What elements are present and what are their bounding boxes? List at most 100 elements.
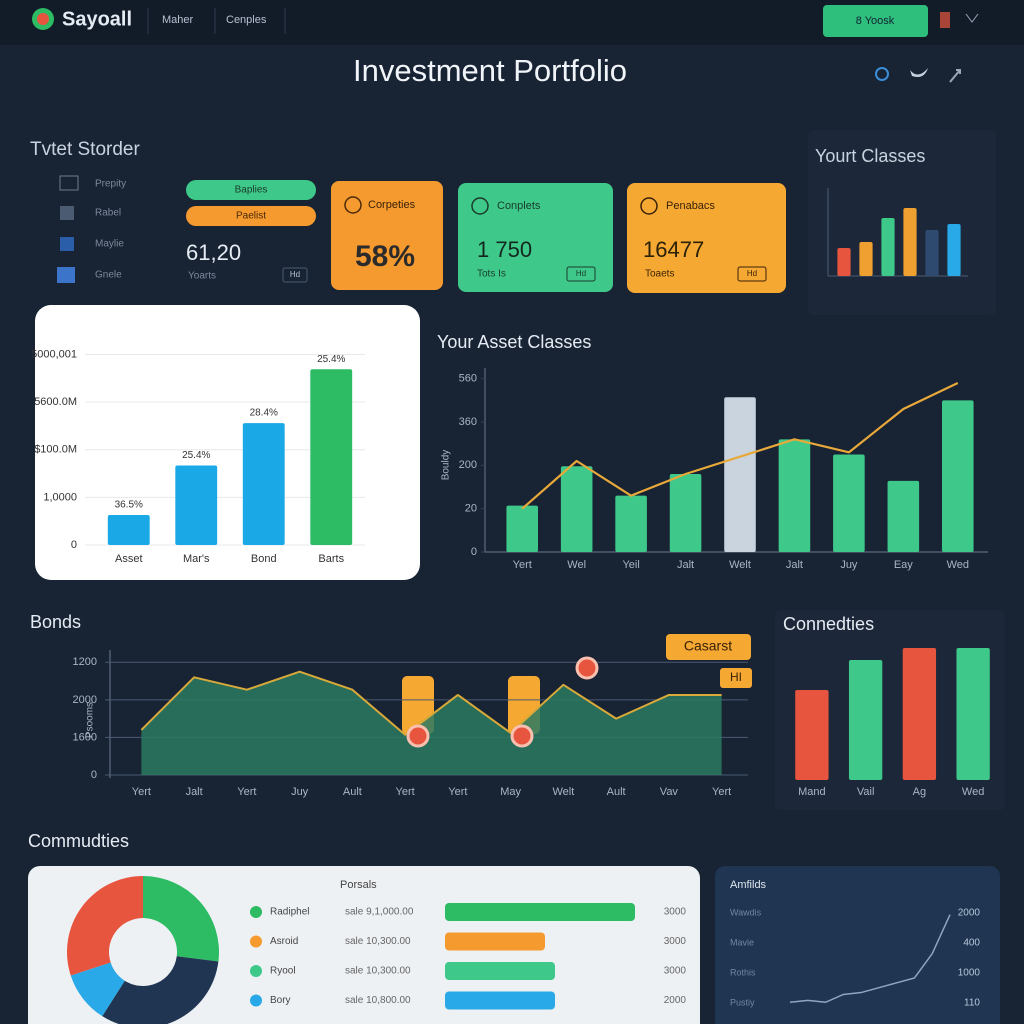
y-axis-label: Psooms	[85, 702, 96, 738]
chart-title: Your Asset Classes	[437, 332, 591, 352]
legend-dot	[250, 994, 262, 1007]
data-annotation: 25.4%	[182, 450, 210, 461]
row-amount: sale 10,300.00	[345, 936, 411, 947]
card-label: Penabacs	[666, 200, 715, 212]
x-tick-label: Welt	[552, 786, 574, 798]
row-value: 3000	[664, 907, 687, 918]
x-tick-label: Yeil	[622, 559, 639, 571]
panel	[775, 610, 1005, 810]
bar	[902, 648, 937, 780]
y-tick-label: 5000,001	[31, 348, 77, 360]
progress-bar	[445, 962, 555, 980]
y-tick-label: 0	[71, 539, 77, 551]
progress-bar	[445, 991, 555, 1010]
sidebar-title: Tvtet Storder	[30, 139, 140, 160]
button-label: 8 Yoosk	[856, 15, 895, 27]
card-value: 16477	[643, 237, 704, 262]
row-label: Wawdis	[730, 907, 762, 917]
nav-item[interactable]: Cenples	[226, 14, 267, 26]
sidebar-item[interactable]: Maylie	[95, 239, 124, 250]
card[interactable]	[627, 183, 786, 293]
bird-icon[interactable]	[910, 68, 928, 77]
chart-title: Commudties	[28, 831, 129, 851]
y-tick-label: 0	[91, 769, 97, 781]
marker	[575, 656, 599, 680]
card-caption: Tots Is	[477, 269, 506, 280]
bar	[941, 400, 974, 552]
button[interactable]	[823, 5, 928, 37]
sidebar-value: 61,20	[186, 240, 241, 265]
nav-item[interactable]: Maher	[162, 14, 194, 26]
legend-dot	[250, 906, 262, 918]
icon[interactable]	[965, 13, 979, 23]
pie-slice	[102, 956, 219, 1024]
charts: Yourt Classes 0 1,0000 $100.0M 5600.0M 5000,0…	[28, 146, 990, 1024]
panel	[715, 866, 1000, 1024]
bar	[107, 515, 150, 545]
x-tick-label: Yert	[513, 559, 532, 571]
bar	[925, 230, 939, 276]
card-icon	[640, 197, 658, 215]
x-tick-label: Yert	[712, 786, 731, 798]
icon[interactable]	[940, 12, 950, 28]
y-tick-label: 1600	[73, 731, 97, 743]
share-icon[interactable]	[949, 69, 961, 83]
row-label: Pustiy	[730, 997, 755, 1007]
card-icon	[471, 197, 489, 215]
x-tick-label: Juy	[840, 559, 858, 571]
x-tick-label: Jalt	[677, 559, 694, 571]
row-name: Asroid	[270, 936, 298, 947]
row-name: Ryool	[270, 966, 296, 977]
row-value: 2000	[664, 995, 687, 1006]
x-tick-label: Wed	[962, 786, 984, 798]
x-tick-label: Mar's	[183, 553, 210, 565]
item-icon	[57, 267, 75, 283]
x-tick-label: Wel	[567, 559, 586, 571]
pill[interactable]	[186, 180, 316, 200]
pill[interactable]	[186, 206, 316, 226]
tag-label: Hd	[290, 270, 300, 279]
callout-box	[720, 668, 752, 688]
y-tick-label: 0	[471, 546, 477, 558]
card[interactable]	[331, 181, 443, 290]
sidebar-item[interactable]: Prepity	[95, 179, 126, 190]
line	[521, 382, 959, 510]
sidebar-item[interactable]: Rabel	[95, 208, 121, 219]
data-annotation: 28.4%	[250, 408, 278, 419]
card-label: Conplets	[497, 200, 541, 212]
search-icon[interactable]	[875, 67, 889, 81]
bar	[175, 465, 218, 545]
row-value: 400	[963, 938, 980, 949]
x-tick-label: Vail	[857, 786, 875, 798]
x-tick-label: Yert	[132, 786, 151, 798]
pie-slice	[70, 962, 125, 1017]
row-amount: sale 9,1,000.00	[345, 907, 414, 918]
x-tick-label: Jalt	[186, 786, 203, 798]
tag	[282, 267, 308, 283]
bar	[947, 224, 961, 276]
x-tick-label: Ault	[343, 786, 362, 798]
row-value: 3000	[664, 936, 687, 947]
chart-title: Bonds	[30, 612, 81, 632]
line	[789, 914, 951, 1004]
progress-bar	[445, 903, 635, 921]
row-value: 1000	[958, 968, 981, 979]
marker	[406, 724, 430, 748]
card[interactable]	[458, 183, 613, 292]
row-value: 110	[964, 998, 980, 1009]
pill-label: Paelist	[236, 211, 266, 222]
x-tick-label: Mand	[798, 786, 826, 798]
sidebar-caption: Yoarts	[188, 271, 216, 282]
bar	[506, 505, 539, 552]
chart-title: Yourt Classes	[815, 146, 925, 166]
x-tick-label: Wed	[947, 559, 969, 571]
row-amount: sale 10,800.00	[345, 995, 411, 1006]
panel	[35, 305, 420, 580]
sidebar-item[interactable]: Gnele	[95, 270, 122, 281]
row-label: Rothis	[730, 967, 756, 977]
card-caption: Toaets	[645, 269, 674, 280]
item-icon	[60, 237, 74, 251]
